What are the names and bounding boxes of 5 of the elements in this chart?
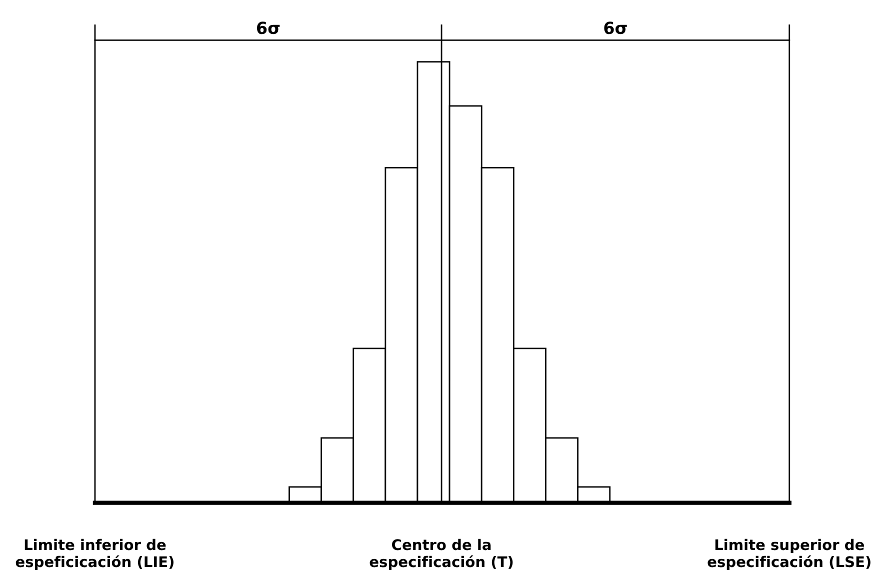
text: Centro de la especificación (T): [370, 538, 513, 570]
text: Limite superior de especificación (LSE): [708, 538, 870, 570]
text: Limite inferior de espeficicación (LIE): [16, 538, 174, 570]
text: 6σ: [257, 22, 280, 34]
text: 6σ: [604, 22, 627, 34]
